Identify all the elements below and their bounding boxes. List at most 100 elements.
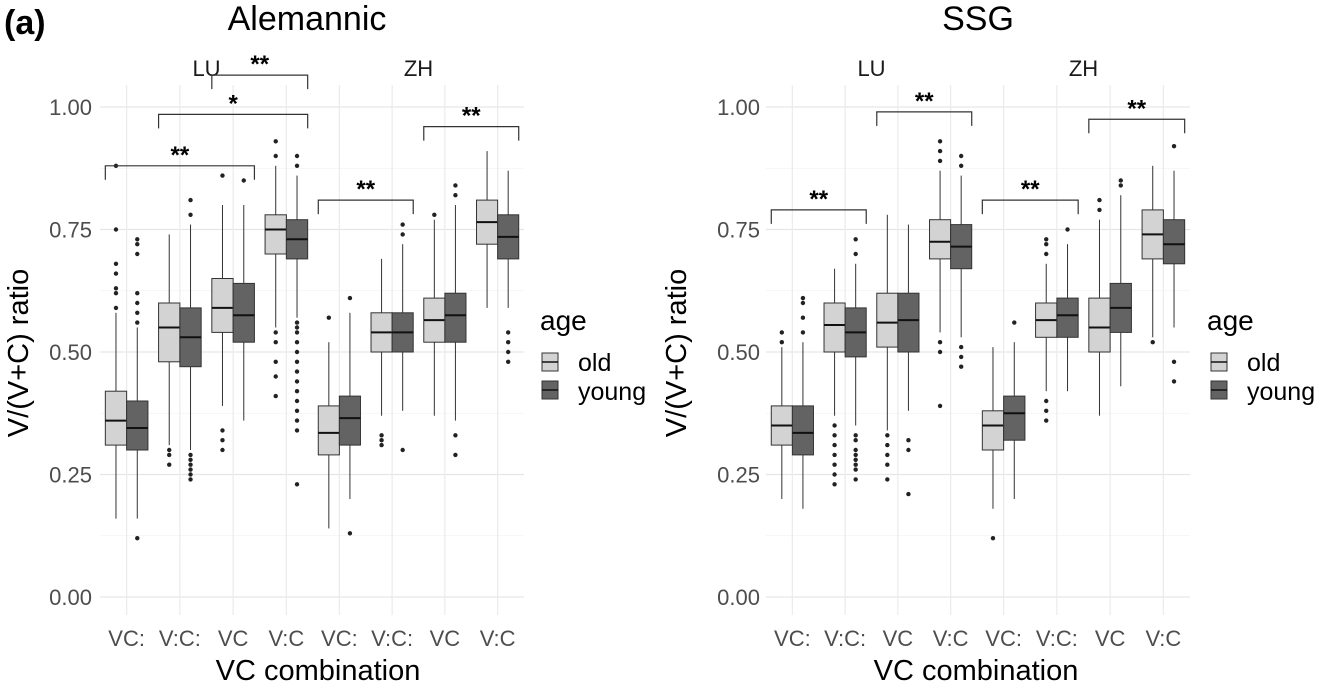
outlier-point bbox=[113, 227, 119, 232]
outlier-point bbox=[958, 344, 964, 350]
outlier-point bbox=[294, 320, 300, 325]
box-old bbox=[264, 139, 287, 399]
legend-label-old: old bbox=[1247, 349, 1280, 377]
outlier-point bbox=[885, 477, 890, 482]
legend-title: age bbox=[540, 305, 587, 336]
outlier-point bbox=[937, 349, 943, 355]
box-old bbox=[423, 212, 446, 416]
outlier-point bbox=[294, 379, 300, 384]
x-tick-label: VC: bbox=[108, 626, 145, 651]
outlier-point bbox=[113, 271, 119, 276]
legend-label-young: young bbox=[1247, 378, 1315, 406]
x-tick-label: VC bbox=[430, 626, 461, 651]
significance-label: ** bbox=[171, 142, 190, 169]
outlier-point bbox=[220, 438, 225, 443]
outlier-point bbox=[294, 359, 300, 364]
outlier-point bbox=[937, 403, 943, 409]
outlier-point bbox=[1012, 320, 1017, 325]
facet-strip-label: LU bbox=[857, 56, 885, 81]
box-young bbox=[391, 222, 414, 453]
outlier-point bbox=[853, 457, 858, 462]
outlier-point bbox=[167, 452, 172, 458]
outlier-point bbox=[832, 423, 837, 428]
x-tick-label: V:C bbox=[268, 626, 304, 651]
facet-strip-label: LU bbox=[192, 56, 220, 81]
significance-label: * bbox=[228, 90, 238, 117]
box-iqr bbox=[126, 400, 149, 451]
outlier-point bbox=[113, 286, 119, 291]
outlier-point bbox=[220, 428, 225, 433]
outlier-point bbox=[188, 452, 193, 458]
outlier-point bbox=[347, 295, 353, 301]
outlier-point bbox=[294, 418, 300, 423]
box-old bbox=[770, 330, 793, 499]
outlier-point bbox=[958, 153, 964, 159]
significance-bracket bbox=[423, 126, 520, 141]
y-tick-label: 0.25 bbox=[717, 463, 760, 488]
outlier-point bbox=[135, 536, 140, 541]
y-tick-label: 0.00 bbox=[49, 585, 92, 610]
box-old bbox=[981, 347, 1005, 541]
outlier-point bbox=[135, 251, 140, 257]
outlier-point bbox=[779, 340, 785, 345]
outlier-point bbox=[505, 349, 511, 355]
box-old bbox=[317, 315, 340, 529]
outlier-point bbox=[294, 349, 300, 355]
outlier-point bbox=[273, 359, 278, 364]
outlier-point bbox=[937, 148, 943, 154]
legend-left: age old young bbox=[540, 305, 646, 406]
box-iqr bbox=[158, 302, 181, 363]
outlier-point bbox=[188, 462, 193, 467]
box-iqr bbox=[232, 282, 255, 343]
y-tick-label: 0.75 bbox=[717, 218, 760, 243]
outlier-point bbox=[294, 389, 300, 394]
outlier-point bbox=[779, 330, 785, 335]
outlier-point bbox=[294, 398, 300, 404]
outlier-point bbox=[113, 305, 119, 311]
legend-right: age old young bbox=[1207, 305, 1315, 406]
x-tick-label: V:C: bbox=[159, 626, 201, 651]
outlier-point bbox=[135, 320, 140, 325]
outlier-point bbox=[113, 291, 119, 296]
significance-label: ** bbox=[356, 176, 375, 203]
outlier-point bbox=[832, 452, 837, 458]
significance-bracket bbox=[876, 111, 973, 126]
outlier-point bbox=[135, 310, 140, 315]
facet-lu: VC: V:C: VC V:CLU***** bbox=[100, 51, 313, 651]
y-tick-label: 0.50 bbox=[49, 340, 92, 365]
outlier-point bbox=[906, 491, 911, 497]
significance-label: ** bbox=[250, 51, 269, 78]
box-young bbox=[1003, 320, 1026, 499]
x-tick-label: V:C bbox=[1145, 626, 1181, 651]
legend-label-young: young bbox=[578, 378, 646, 406]
outlier-point bbox=[937, 158, 943, 164]
outlier-point bbox=[1097, 207, 1102, 213]
outlier-point bbox=[273, 374, 278, 379]
outlier-point bbox=[1171, 359, 1177, 364]
box-old bbox=[929, 139, 952, 409]
y-tick-label: 0.25 bbox=[49, 463, 92, 488]
box-young bbox=[1162, 144, 1186, 384]
box-iqr bbox=[211, 278, 234, 333]
outlier-point bbox=[273, 139, 278, 144]
outlier-point bbox=[379, 433, 384, 438]
box-iqr bbox=[823, 302, 846, 353]
outlier-point bbox=[958, 364, 964, 369]
x-tick-label: V:C: bbox=[371, 626, 413, 651]
outlier-point bbox=[800, 315, 806, 320]
y-axis-title: V/(V+C) ratio bbox=[661, 269, 693, 437]
box-iqr bbox=[1088, 297, 1111, 353]
x-tick-label: V:C bbox=[480, 626, 516, 651]
outlier-point bbox=[505, 340, 511, 345]
outlier-point bbox=[294, 325, 300, 330]
significance-bracket bbox=[1088, 118, 1186, 134]
outlier-point bbox=[453, 183, 458, 188]
plot-area: VC: V:C: VC V:CLU*****VC: V:C: VC V:CZH**** bbox=[100, 51, 524, 651]
outlier-point bbox=[220, 173, 225, 178]
box-iqr bbox=[1003, 395, 1026, 441]
outlier-point bbox=[832, 462, 837, 467]
plot-area: VC: V:C: VC V:C LU ** ** VC: V:C: VC V:C ZH ** ** bbox=[766, 56, 1190, 651]
box-old bbox=[876, 214, 899, 482]
y-tick-label: 1.00 bbox=[49, 95, 92, 120]
